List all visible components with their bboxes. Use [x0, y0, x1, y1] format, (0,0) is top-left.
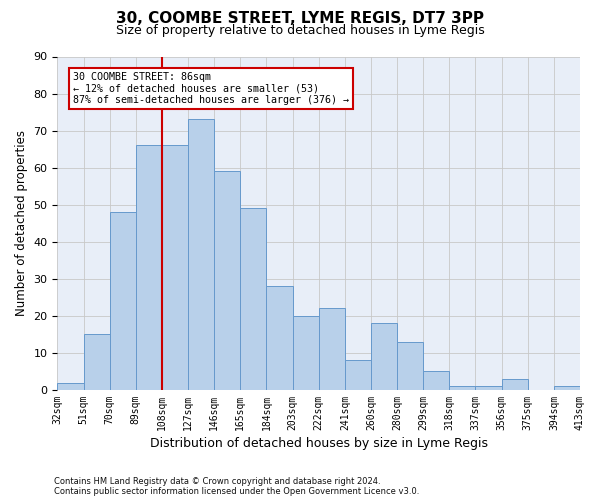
Bar	[502, 379, 528, 390]
Bar	[319, 308, 345, 390]
Bar	[188, 120, 214, 390]
Text: Contains HM Land Registry data © Crown copyright and database right 2024.
Contai: Contains HM Land Registry data © Crown c…	[54, 476, 419, 496]
Bar	[293, 316, 319, 390]
Text: 30, COOMBE STREET, LYME REGIS, DT7 3PP: 30, COOMBE STREET, LYME REGIS, DT7 3PP	[116, 11, 484, 26]
Text: Size of property relative to detached houses in Lyme Regis: Size of property relative to detached ho…	[116, 24, 484, 37]
Bar	[554, 386, 580, 390]
Bar	[397, 342, 423, 390]
Bar	[110, 212, 136, 390]
Bar	[83, 334, 110, 390]
Bar	[266, 286, 293, 390]
Bar	[241, 208, 266, 390]
Bar	[162, 146, 188, 390]
Bar	[136, 146, 162, 390]
Bar	[58, 382, 83, 390]
Bar	[449, 386, 475, 390]
Text: 30 COOMBE STREET: 86sqm
← 12% of detached houses are smaller (53)
87% of semi-de: 30 COOMBE STREET: 86sqm ← 12% of detache…	[73, 72, 349, 104]
Y-axis label: Number of detached properties: Number of detached properties	[15, 130, 28, 316]
X-axis label: Distribution of detached houses by size in Lyme Regis: Distribution of detached houses by size …	[150, 437, 488, 450]
Bar	[345, 360, 371, 390]
Bar	[423, 372, 449, 390]
Bar	[371, 324, 397, 390]
Bar	[214, 172, 241, 390]
Bar	[475, 386, 502, 390]
